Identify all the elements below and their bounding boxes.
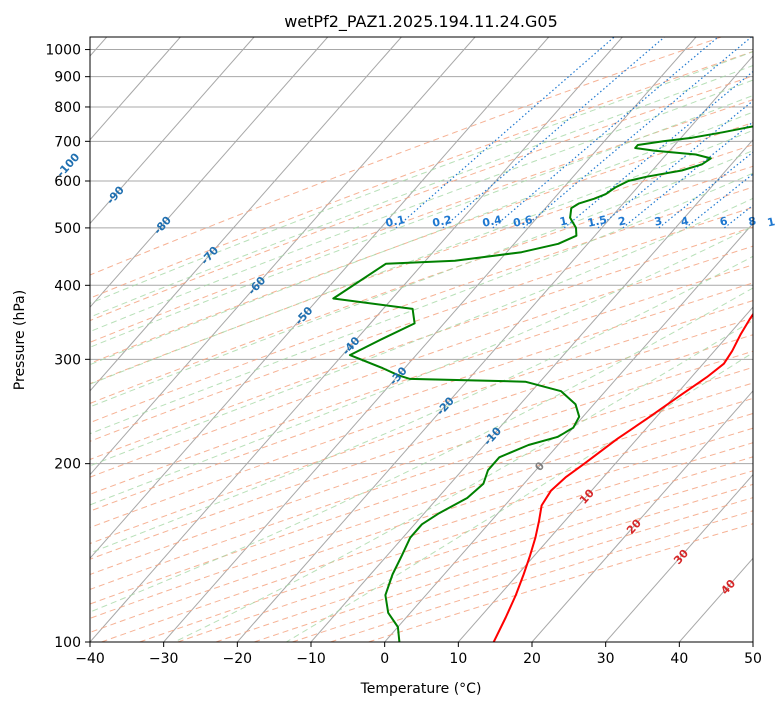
mixing-ratio-label: 4 [680,214,691,228]
y-tick-label: 200 [54,457,81,473]
y-tick-label: 600 [54,174,81,190]
dry-adiabat [90,397,753,619]
mixing-ratio-line [563,70,753,229]
x-tick-label: −30 [149,651,179,667]
isopleth-layer [90,37,753,642]
isotherm-line [163,37,697,642]
moist-adiabat [90,51,753,304]
isotherm-line [384,222,753,642]
mixing-ratio-label: 1.5 [586,213,608,230]
x-tick-label: −40 [75,651,105,667]
mixing-ratio-label: 0.2 [431,213,453,230]
x-tick-label: 50 [744,651,762,667]
moist-adiabat [90,150,753,408]
x-tick-label: 20 [523,651,541,667]
mixing-ratio-label: 6 [719,214,730,228]
dry-adiabat [215,470,753,642]
y-tick-label: 400 [54,278,81,294]
dry-adiabat [90,165,753,404]
plot-frame [89,36,754,643]
moist-adiabat [90,255,753,554]
mixing-ratio-line [658,151,753,229]
dry-adiabat [90,37,722,276]
dry-adiabat [90,300,753,529]
isotherm-line [90,37,329,308]
mixing-ratio-line [523,37,752,229]
chart-title: wetPf2_PAZ1.2025.194.11.24.G05 [284,12,558,32]
moist-adiabat [90,225,753,506]
isotherm-line [236,55,753,642]
isotherm-line [457,306,753,642]
dry-adiabat [101,427,753,642]
dry-adiabat [90,122,753,364]
dry-adiabat [139,442,753,642]
moist-adiabat [90,79,753,333]
mixing-ratio-label: 0.1 [384,213,406,230]
temperature-profile [492,312,753,642]
mixing-ratio-line [442,37,665,229]
mixing-ratio-label-layer: 0.10.20.40.611.52346810131620253036 [384,213,775,230]
mixing-ratio-label: 8 [747,214,757,228]
y-tick-label: 900 [54,70,81,86]
dry-adiabat [90,75,753,322]
series-layer [332,125,753,642]
moist-adiabat [90,65,753,318]
x-tick-label: 40 [670,651,688,667]
isotherm-line [90,37,255,225]
isotherm-line [90,37,402,392]
dry-adiabat [90,317,753,545]
dry-adiabat [368,523,753,642]
x-tick-label: 30 [597,651,615,667]
x-tick-label: 10 [449,651,467,667]
x-tick-label: −10 [296,651,326,667]
dry-adiabat [90,226,753,460]
dry-adiabat [90,334,753,560]
grid-layer [90,37,753,642]
moist-adiabat [286,352,753,642]
isotherm-line [531,390,753,642]
x-axis-label: Temperature (°C) [360,681,482,697]
mixing-ratio-label: 0.4 [481,213,503,230]
y-axis-label: Pressure (hPa) [12,290,28,390]
dry-adiabat [90,186,753,424]
mixing-ratio-label: 1 [558,214,568,228]
mixing-ratio-layer [395,37,753,229]
x-tick-label: 0 [380,651,389,667]
y-tick-label: 500 [54,221,81,237]
y-tick-label: 100 [54,635,81,651]
dry-adiabat [292,497,753,642]
y-tick-label: 700 [54,134,81,150]
y-tick-label: 300 [54,352,81,368]
mixing-ratio-line [597,99,753,229]
isotherm-line [90,37,550,560]
isotherm-line [90,37,623,642]
moist-adiabat [90,94,753,348]
mixing-ratio-label: 10 [766,213,775,229]
dry-adiabat [90,264,753,495]
y-tick-label: 800 [54,100,81,116]
isotherm-line [90,37,181,141]
mixing-ratio-line [622,121,753,229]
mixing-ratio-label: 0.6 [512,213,534,230]
x-tick-label: −20 [223,651,253,667]
dewpoint-profile [332,125,753,642]
dry-adiabat [90,282,753,512]
mixing-ratio-label: 3 [653,214,663,228]
mixing-ratio-line [685,173,753,229]
dry-adiabat [90,366,753,590]
moist-adiabat [90,111,753,366]
isotherm-line [90,37,476,476]
moist-adiabat [90,172,753,435]
mixing-ratio-label: 2 [617,214,627,228]
y-tick-label: 1000 [45,43,81,59]
